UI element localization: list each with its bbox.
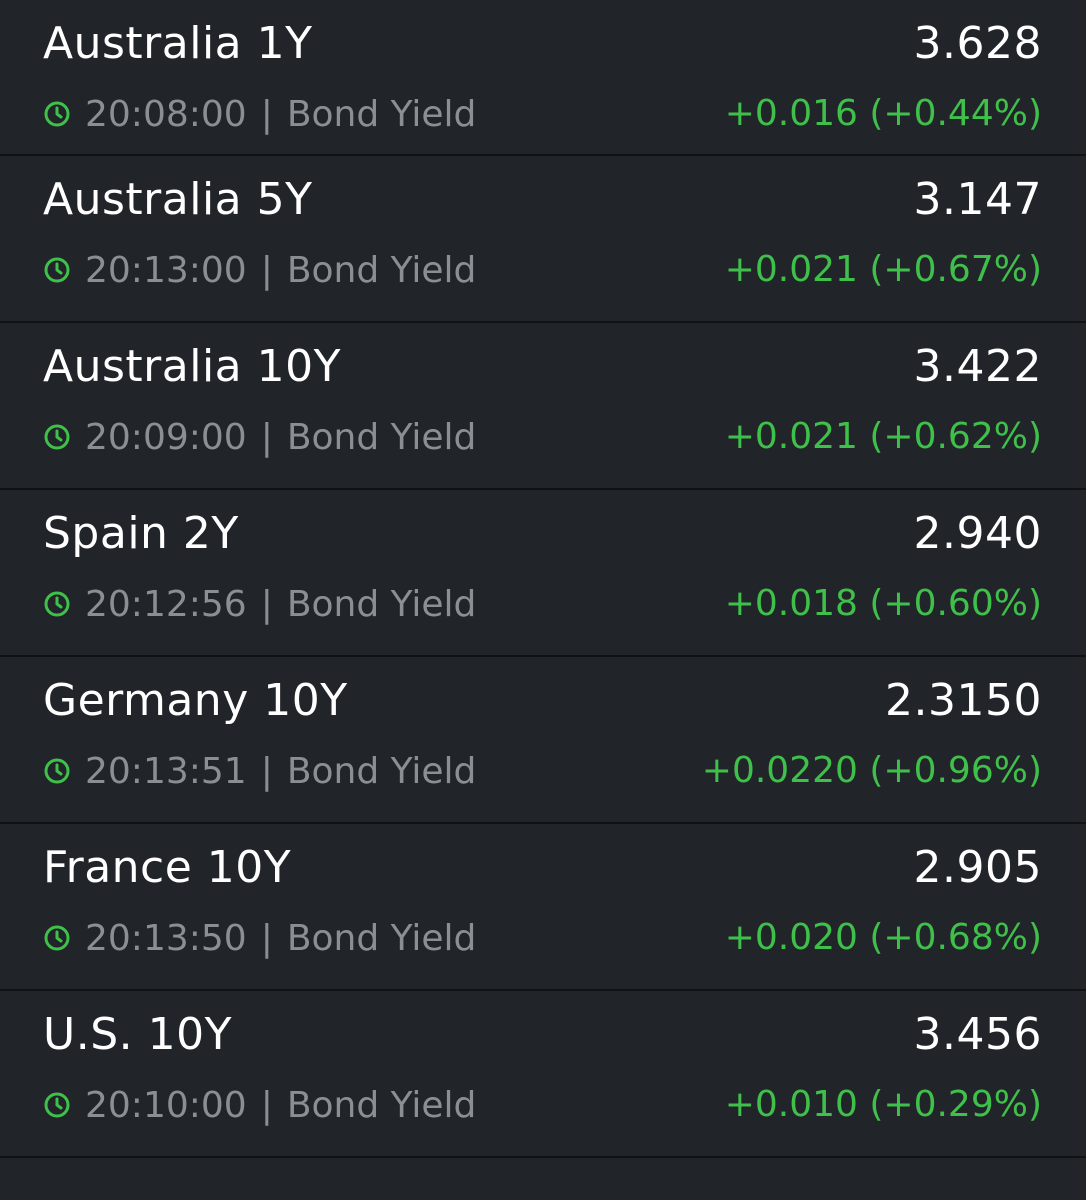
quote-meta: 20:10:00 | Bond Yield <box>43 1083 476 1127</box>
price-change: +0.021 (+0.67%) <box>724 249 1042 290</box>
clock-icon <box>44 758 70 784</box>
instrument-type: Bond Yield <box>286 917 477 959</box>
meta-separator: | <box>260 249 273 291</box>
instrument-type: Bond Yield <box>286 93 477 135</box>
list-item[interactable]: Germany 10Y 2.3150 20:13:51 | Bond Yield… <box>0 657 1086 824</box>
meta-separator: | <box>260 1084 273 1126</box>
meta-separator: | <box>260 416 273 458</box>
quote-time: 20:08:00 <box>85 93 247 135</box>
last-price: 3.422 <box>913 341 1042 392</box>
meta-separator: | <box>260 750 273 792</box>
instrument-type: Bond Yield <box>286 583 477 625</box>
list-item[interactable]: Australia 1Y 3.628 20:08:00 | Bond Yield… <box>0 0 1086 156</box>
price-change: +0.018 (+0.60%) <box>724 583 1042 624</box>
quote-time: 20:12:56 <box>85 583 247 625</box>
list-item[interactable]: U.S. 10Y 3.456 20:10:00 | Bond Yield +0.… <box>0 991 1086 1158</box>
meta-separator: | <box>260 917 273 959</box>
quote-meta: 20:09:00 | Bond Yield <box>43 415 476 459</box>
quote-time: 20:13:00 <box>85 249 247 291</box>
price-change: +0.0220 (+0.96%) <box>701 750 1042 791</box>
price-change: +0.020 (+0.68%) <box>724 917 1042 958</box>
quote-meta: 20:12:56 | Bond Yield <box>43 582 476 626</box>
clock-icon <box>44 257 70 283</box>
instrument-name: Australia 10Y <box>43 341 341 392</box>
instrument-name: France 10Y <box>43 842 292 893</box>
quote-meta: 20:08:00 | Bond Yield <box>43 92 476 136</box>
quote-meta: 20:13:50 | Bond Yield <box>43 916 476 960</box>
quote-time: 20:10:00 <box>85 1084 247 1126</box>
quote-meta: 20:13:51 | Bond Yield <box>43 749 476 793</box>
instrument-name: Germany 10Y <box>43 675 348 726</box>
clock-icon <box>44 591 70 617</box>
clock-icon <box>44 925 70 951</box>
last-price: 3.147 <box>913 174 1042 225</box>
list-item[interactable]: Australia 10Y 3.422 20:09:00 | Bond Yiel… <box>0 323 1086 490</box>
clock-icon <box>44 1092 70 1118</box>
list-item-partial[interactable] <box>0 1158 1086 1200</box>
last-price: 3.456 <box>913 1009 1042 1060</box>
quote-meta: 20:13:00 | Bond Yield <box>43 248 476 292</box>
list-item[interactable]: France 10Y 2.905 20:13:50 | Bond Yield +… <box>0 824 1086 991</box>
price-change: +0.010 (+0.29%) <box>724 1084 1042 1125</box>
instrument-type: Bond Yield <box>286 750 477 792</box>
instrument-type: Bond Yield <box>286 416 477 458</box>
instrument-type: Bond Yield <box>286 1084 477 1126</box>
quote-time: 20:13:51 <box>85 750 247 792</box>
price-change: +0.021 (+0.62%) <box>724 416 1042 457</box>
instrument-name: Spain 2Y <box>43 508 239 559</box>
last-price: 3.628 <box>913 18 1042 69</box>
last-price: 2.940 <box>913 508 1042 559</box>
clock-icon <box>44 101 70 127</box>
instrument-name: Australia 1Y <box>43 18 313 69</box>
last-price: 2.3150 <box>885 675 1042 726</box>
quote-time: 20:09:00 <box>85 416 247 458</box>
clock-icon <box>44 424 70 450</box>
instrument-type: Bond Yield <box>286 249 477 291</box>
list-item[interactable]: Australia 5Y 3.147 20:13:00 | Bond Yield… <box>0 156 1086 323</box>
meta-separator: | <box>260 93 273 135</box>
quote-time: 20:13:50 <box>85 917 247 959</box>
instrument-name: U.S. 10Y <box>43 1009 232 1060</box>
last-price: 2.905 <box>913 842 1042 893</box>
price-change: +0.016 (+0.44%) <box>724 93 1042 134</box>
list-item[interactable]: Spain 2Y 2.940 20:12:56 | Bond Yield +0.… <box>0 490 1086 657</box>
instrument-name: Australia 5Y <box>43 174 313 225</box>
meta-separator: | <box>260 583 273 625</box>
